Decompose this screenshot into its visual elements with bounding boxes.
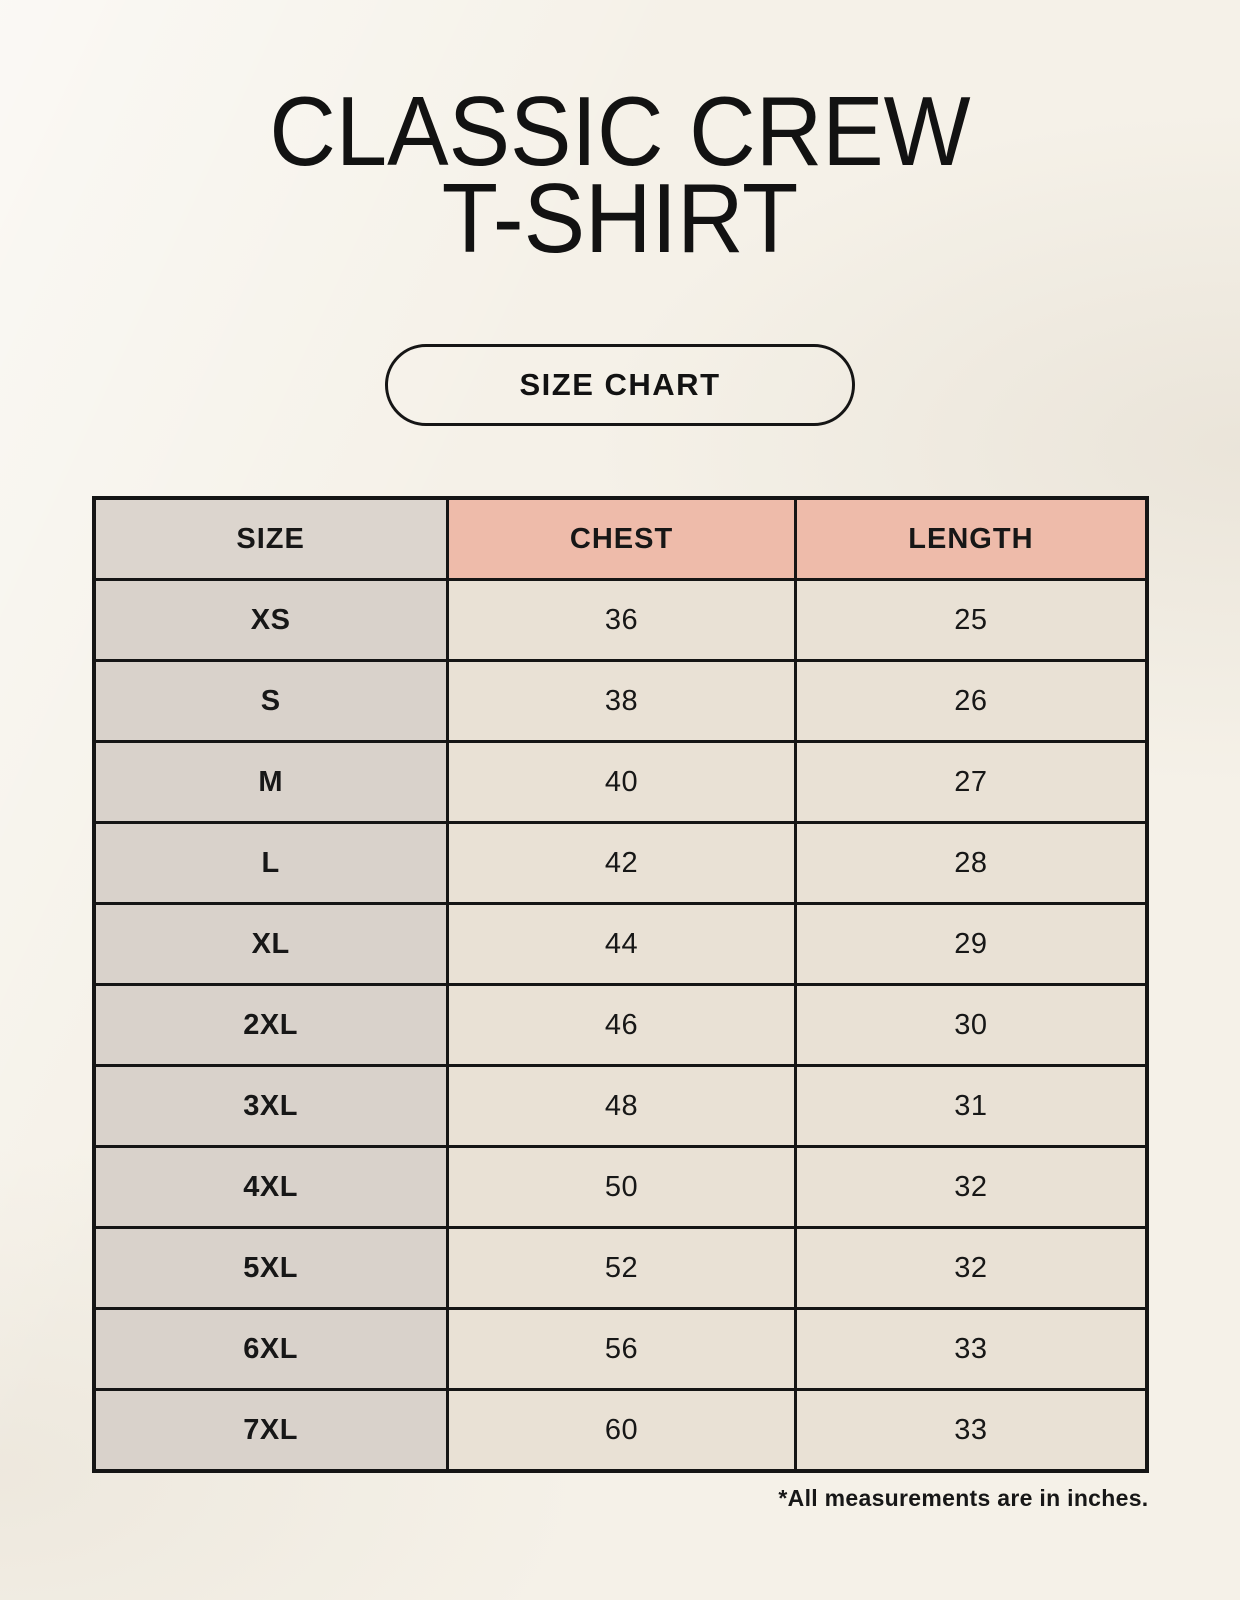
page-title: CLASSIC CREW T-SHIRT xyxy=(37,76,1203,273)
chest-cell: 56 xyxy=(445,1307,798,1391)
length-cell: 32 xyxy=(794,1145,1148,1229)
size-cell: XS xyxy=(92,578,449,662)
size-cell: L xyxy=(92,821,449,905)
size-cell: XL xyxy=(92,902,449,986)
table-row: XL 44 29 xyxy=(92,902,1148,986)
chest-cell: 44 xyxy=(445,902,798,986)
header-row: SIZE CHEST LENGTH xyxy=(92,496,1148,581)
chest-cell: 38 xyxy=(445,659,798,743)
chest-cell: 40 xyxy=(445,740,798,824)
chest-cell: 48 xyxy=(445,1064,798,1148)
chest-cell: 42 xyxy=(445,821,798,905)
length-cell: 28 xyxy=(794,821,1148,905)
length-cell: 25 xyxy=(794,578,1148,662)
col-header-chest: CHEST xyxy=(445,496,798,581)
size-chart-badge-label: SIZE CHART xyxy=(519,367,721,402)
table-row: 2XL 46 30 xyxy=(92,983,1148,1067)
table-row: M 40 27 xyxy=(92,740,1148,824)
length-cell: 29 xyxy=(794,902,1148,986)
size-cell: S xyxy=(92,659,449,743)
size-cell: 7XL xyxy=(92,1388,449,1473)
table-row: 5XL 52 32 xyxy=(92,1226,1148,1310)
table-row: S 38 26 xyxy=(92,659,1148,743)
title-line-2: T-SHIRT xyxy=(441,163,799,273)
size-table: SIZE CHEST LENGTH XS 36 25 S 38 26 M 40 … xyxy=(91,496,1149,1473)
chest-cell: 46 xyxy=(445,983,798,1067)
length-cell: 30 xyxy=(794,983,1148,1067)
size-cell: 5XL xyxy=(92,1226,449,1310)
col-header-size: SIZE xyxy=(92,496,449,581)
size-cell: 4XL xyxy=(92,1145,449,1229)
table-row: 6XL 56 33 xyxy=(92,1307,1148,1391)
table-row: L 42 28 xyxy=(92,821,1148,905)
chest-cell: 60 xyxy=(445,1388,798,1473)
col-header-length: LENGTH xyxy=(794,496,1148,581)
length-cell: 33 xyxy=(794,1307,1148,1391)
length-cell: 32 xyxy=(794,1226,1148,1310)
length-cell: 31 xyxy=(794,1064,1148,1148)
footnote: *All measurements are in inches. xyxy=(778,1485,1149,1511)
size-cell: 2XL xyxy=(92,983,449,1067)
chest-cell: 36 xyxy=(445,578,798,662)
size-chart-badge: SIZE CHART xyxy=(385,344,855,426)
chest-cell: 52 xyxy=(445,1226,798,1310)
table-row: 4XL 50 32 xyxy=(92,1145,1148,1229)
length-cell: 27 xyxy=(794,740,1148,824)
length-cell: 33 xyxy=(794,1388,1148,1473)
table-row: 3XL 48 31 xyxy=(92,1064,1148,1148)
table-row: XS 36 25 xyxy=(92,578,1148,662)
size-cell: 3XL xyxy=(92,1064,449,1148)
size-cell: M xyxy=(92,740,449,824)
length-cell: 26 xyxy=(794,659,1148,743)
table-row: 7XL 60 33 xyxy=(92,1388,1148,1473)
chest-cell: 50 xyxy=(445,1145,798,1229)
size-cell: 6XL xyxy=(92,1307,449,1391)
title-line-1: CLASSIC CREW xyxy=(269,76,971,186)
